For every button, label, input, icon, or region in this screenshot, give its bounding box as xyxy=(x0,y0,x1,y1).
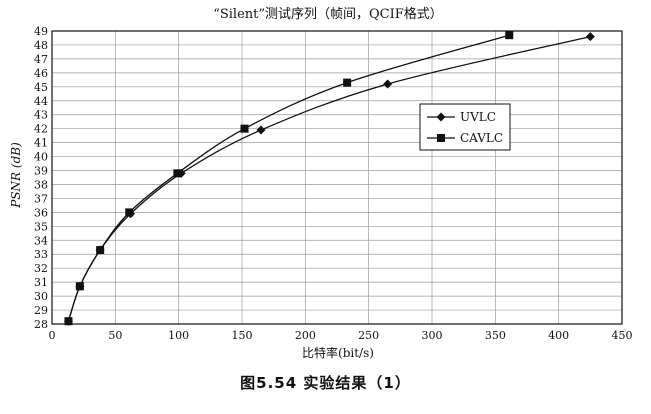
y-tick-label: 41 xyxy=(34,137,48,150)
y-tick-label: 28 xyxy=(34,318,48,331)
y-tick-label: 43 xyxy=(34,109,48,122)
figure-caption: 图5.54 实验结果（1） xyxy=(240,374,411,392)
data-point-uvlc xyxy=(585,32,595,42)
legend-marker-cavlc xyxy=(437,134,445,142)
x-tick-label: 400 xyxy=(548,329,569,342)
x-tick-label: 200 xyxy=(295,329,316,342)
x-tick-label: 0 xyxy=(49,329,56,342)
series-uvlc xyxy=(63,32,595,326)
x-tick-label: 50 xyxy=(108,329,122,342)
data-point-cavlc xyxy=(173,169,182,178)
y-tick-label: 45 xyxy=(34,81,48,94)
y-tick-label: 46 xyxy=(34,67,48,80)
legend-marker-uvlc xyxy=(436,112,446,122)
legend-box xyxy=(419,103,511,151)
x-tick-label: 350 xyxy=(485,329,506,342)
grid xyxy=(51,30,623,325)
x-axis-label: 比特率(bit/s) xyxy=(302,345,374,360)
y-tick-label: 48 xyxy=(34,39,48,52)
data-point-cavlc xyxy=(343,78,352,87)
legend-label-cavlc: CAVLC xyxy=(460,131,503,145)
y-tick-label: 31 xyxy=(34,276,48,289)
y-tick-label: 47 xyxy=(34,53,48,66)
data-point-cavlc xyxy=(240,124,249,133)
series-line-uvlc xyxy=(67,35,591,322)
x-tick-label: 150 xyxy=(232,329,253,342)
x-tick-label: 100 xyxy=(168,329,189,342)
series-line-cavlc xyxy=(67,34,510,322)
data-point-cavlc xyxy=(96,246,105,255)
y-tick-label: 44 xyxy=(34,95,48,108)
legend-label-uvlc: UVLC xyxy=(460,110,496,124)
data-point-cavlc xyxy=(125,208,134,217)
series xyxy=(63,31,595,326)
y-tick-label: 33 xyxy=(34,248,48,261)
data-point-cavlc xyxy=(75,282,84,291)
y-tick-label: 29 xyxy=(34,304,48,317)
y-tick-label: 30 xyxy=(34,290,48,303)
x-axis-ticks: 0 50 100 150 200 250 300 350 400 450 xyxy=(49,329,633,342)
legend: UVLC CAVLC xyxy=(419,103,511,151)
x-tick-label: 250 xyxy=(358,329,379,342)
y-tick-label: 32 xyxy=(34,262,48,275)
y-tick-label: 36 xyxy=(34,206,48,219)
y-tick-label: 42 xyxy=(34,123,48,136)
data-point-cavlc xyxy=(64,317,73,326)
y-tick-label: 40 xyxy=(34,151,48,164)
y-tick-label: 49 xyxy=(34,25,48,38)
series-cavlc xyxy=(64,31,514,326)
y-tick-label: 39 xyxy=(34,165,48,178)
data-point-uvlc xyxy=(256,125,266,135)
y-tick-label: 38 xyxy=(34,178,48,191)
x-tick-label: 300 xyxy=(422,329,443,342)
y-tick-label: 37 xyxy=(34,192,48,205)
data-point-uvlc xyxy=(383,79,393,89)
y-axis-ticks: 2829303132333435363738394041424344454647… xyxy=(34,25,48,331)
data-point-cavlc xyxy=(505,31,514,40)
y-tick-label: 35 xyxy=(34,220,48,233)
y-axis-label: PSNR (dB) xyxy=(9,142,23,209)
x-tick-label: 450 xyxy=(612,329,633,342)
chart-title: “Silent”测试序列（帧间，QCIF格式） xyxy=(213,6,443,22)
plot-frame xyxy=(51,30,623,325)
chart-svg: “Silent”测试序列（帧间，QCIF格式） 0 50 100 150 200 250 3… xyxy=(9,6,633,360)
y-tick-label: 34 xyxy=(34,234,48,247)
